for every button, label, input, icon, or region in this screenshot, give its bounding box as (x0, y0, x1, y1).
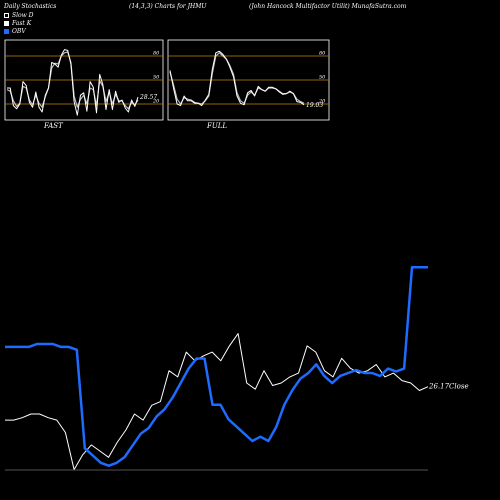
level-label-full-80: 80 (319, 51, 326, 57)
series-obv (5, 265, 428, 467)
legend-item-slow-d: Slow D (4, 12, 34, 19)
series-close (5, 333, 429, 471)
panel-label-full: FULL (207, 122, 228, 130)
level-label-fast-50: 50 (153, 75, 160, 81)
chart-header-left: Daily Stochastics (4, 3, 57, 10)
level-label-full-50: 50 (319, 75, 326, 81)
chart-header-right: (John Hancock Multifactor Utilit) Munafa… (249, 3, 407, 10)
legend-swatch-slow-d (4, 13, 9, 18)
legend-swatch-fast-k (4, 21, 9, 26)
panel-label-fast: FAST (44, 122, 63, 130)
legend-label-slow-d: Slow D (12, 12, 34, 19)
series-slow-d-full (169, 52, 305, 105)
last-value-fast: 28.57 (139, 94, 157, 101)
last-value-full: 19.03 (306, 102, 323, 109)
legend-item-obv: OBV (4, 28, 26, 35)
level-label-fast-20: 20 (152, 99, 160, 105)
legend-swatch-obv (4, 29, 9, 34)
close-label: 26.17Close (428, 383, 469, 391)
chart-header-middle: (14,3,3) Charts for JHMU (129, 3, 207, 10)
series-fast-k-fast (7, 49, 139, 116)
legend-label-obv: OBV (12, 28, 26, 35)
level-label-full-20: 20 (318, 99, 326, 105)
series-fast-k-full (169, 50, 305, 107)
level-label-fast-80: 80 (153, 51, 160, 57)
legend-item-fast-k: Fast K (4, 20, 31, 27)
legend-label-fast-k: Fast K (12, 20, 32, 27)
